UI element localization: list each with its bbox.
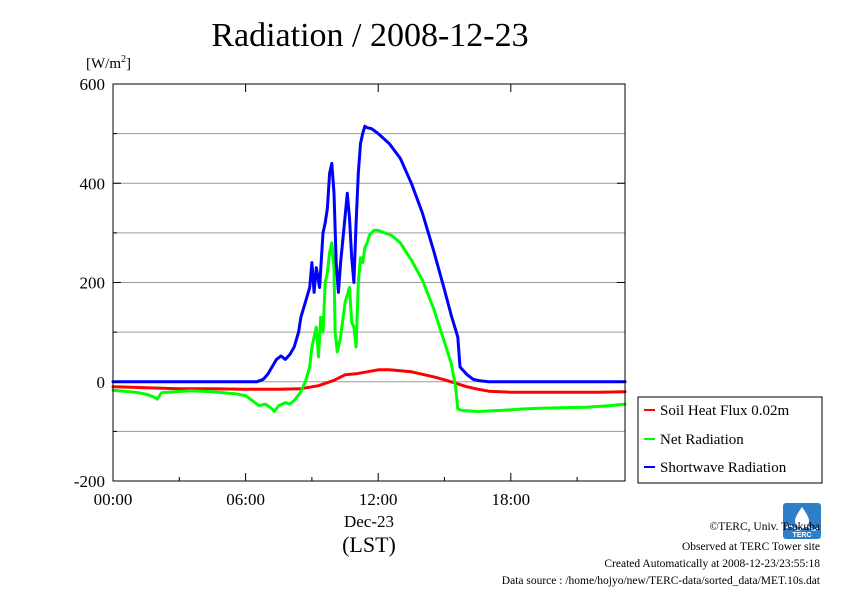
legend-label-shortwave-radiation: Shortwave Radiation	[660, 460, 787, 476]
x-axis-ticks: 00:00 06:00 12:00 18:00	[94, 84, 578, 509]
grid-lines	[113, 133, 625, 432]
terc-logo-text: TERC	[792, 532, 811, 539]
legend: Soil Heat Flux 0.02m Net Radiation Short…	[637, 396, 823, 484]
chart-title: Radiation / 2008-12-23	[211, 17, 528, 54]
legend-label-soil-heat-flux: Soil Heat Flux 0.02m	[660, 403, 790, 419]
credit-observed-at: Observed at TERC Tower site	[682, 541, 820, 553]
legend-box	[637, 396, 823, 484]
legend-entry-net-radiation: Net Radiation	[644, 432, 744, 448]
y-tick-label: 600	[80, 75, 106, 94]
legend-entry-shortwave-radiation: Shortwave Radiation	[644, 460, 787, 476]
credits: ©TERC, Univ. Tsukuba Observed at TERC To…	[502, 521, 821, 587]
x-axis-timezone-label: (LST)	[342, 532, 396, 557]
series-lines	[111, 124, 627, 413]
x-tick-label: 00:00	[94, 490, 133, 509]
y-tick-label: 200	[80, 274, 106, 293]
y-tick-label: 400	[80, 174, 106, 193]
y-tick-label: 0	[97, 373, 106, 392]
series-line-net-radiation	[111, 228, 627, 413]
y-axis-unit-label: [W/m2]	[86, 54, 131, 72]
water-drop-icon	[795, 507, 809, 528]
x-tick-label: 06:00	[226, 490, 265, 509]
y-tick-label: -200	[74, 472, 105, 491]
x-axis-date-label: Dec-23	[344, 512, 394, 531]
credit-created: Created Automatically at 2008-12-23/23:5…	[604, 558, 820, 570]
series-line-shortwave-radiation	[111, 124, 627, 384]
credit-data-source: Data source : /home/hojyo/new/TERC-data/…	[502, 575, 821, 587]
legend-entry-soil-heat-flux: Soil Heat Flux 0.02m	[644, 403, 790, 419]
legend-label-net-radiation: Net Radiation	[660, 432, 744, 448]
wave-icon	[785, 525, 819, 531]
x-tick-label: 18:00	[491, 490, 530, 509]
terc-logo: TERC	[783, 503, 821, 539]
series-line-soil-heat-flux-0-02m	[111, 368, 627, 394]
y-axis-ticks: -200 0 200 400 600	[74, 75, 625, 491]
x-tick-label: 12:00	[359, 490, 398, 509]
credit-copyright: ©TERC, Univ. Tsukuba	[710, 521, 820, 533]
